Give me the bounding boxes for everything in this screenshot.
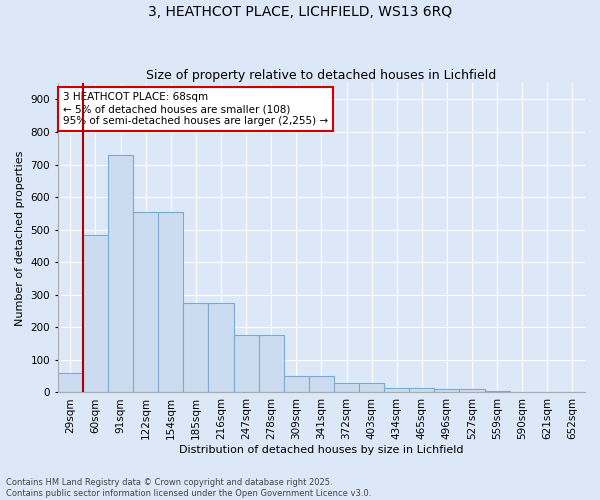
Bar (409, 388, 434, 392)
Y-axis label: Number of detached properties: Number of detached properties (15, 150, 25, 326)
Bar (184, 303, 208, 392)
Bar (208, 303, 233, 392)
Bar (158, 212, 184, 392)
Text: Contains HM Land Registry data © Crown copyright and database right 2025.
Contai: Contains HM Land Registry data © Crown c… (6, 478, 371, 498)
Bar (108, 155, 133, 392)
Text: 3 HEATHCOT PLACE: 68sqm
← 5% of detached houses are smaller (108)
95% of semi-de: 3 HEATHCOT PLACE: 68sqm ← 5% of detached… (63, 92, 328, 126)
X-axis label: Distribution of detached houses by size in Lichfield: Distribution of detached houses by size … (179, 445, 464, 455)
Bar (233, 336, 259, 392)
Bar (485, 391, 509, 392)
Title: Size of property relative to detached houses in Lichfield: Size of property relative to detached ho… (146, 69, 497, 82)
Bar (284, 376, 309, 392)
Bar (58, 373, 83, 392)
Bar (259, 336, 284, 392)
Bar (83, 234, 108, 392)
Bar (359, 382, 384, 392)
Bar (133, 212, 158, 392)
Bar (309, 376, 334, 392)
Bar (334, 382, 359, 392)
Bar (434, 389, 460, 392)
Bar (460, 389, 485, 392)
Text: 3, HEATHCOT PLACE, LICHFIELD, WS13 6RQ: 3, HEATHCOT PLACE, LICHFIELD, WS13 6RQ (148, 5, 452, 19)
Bar (384, 388, 409, 392)
